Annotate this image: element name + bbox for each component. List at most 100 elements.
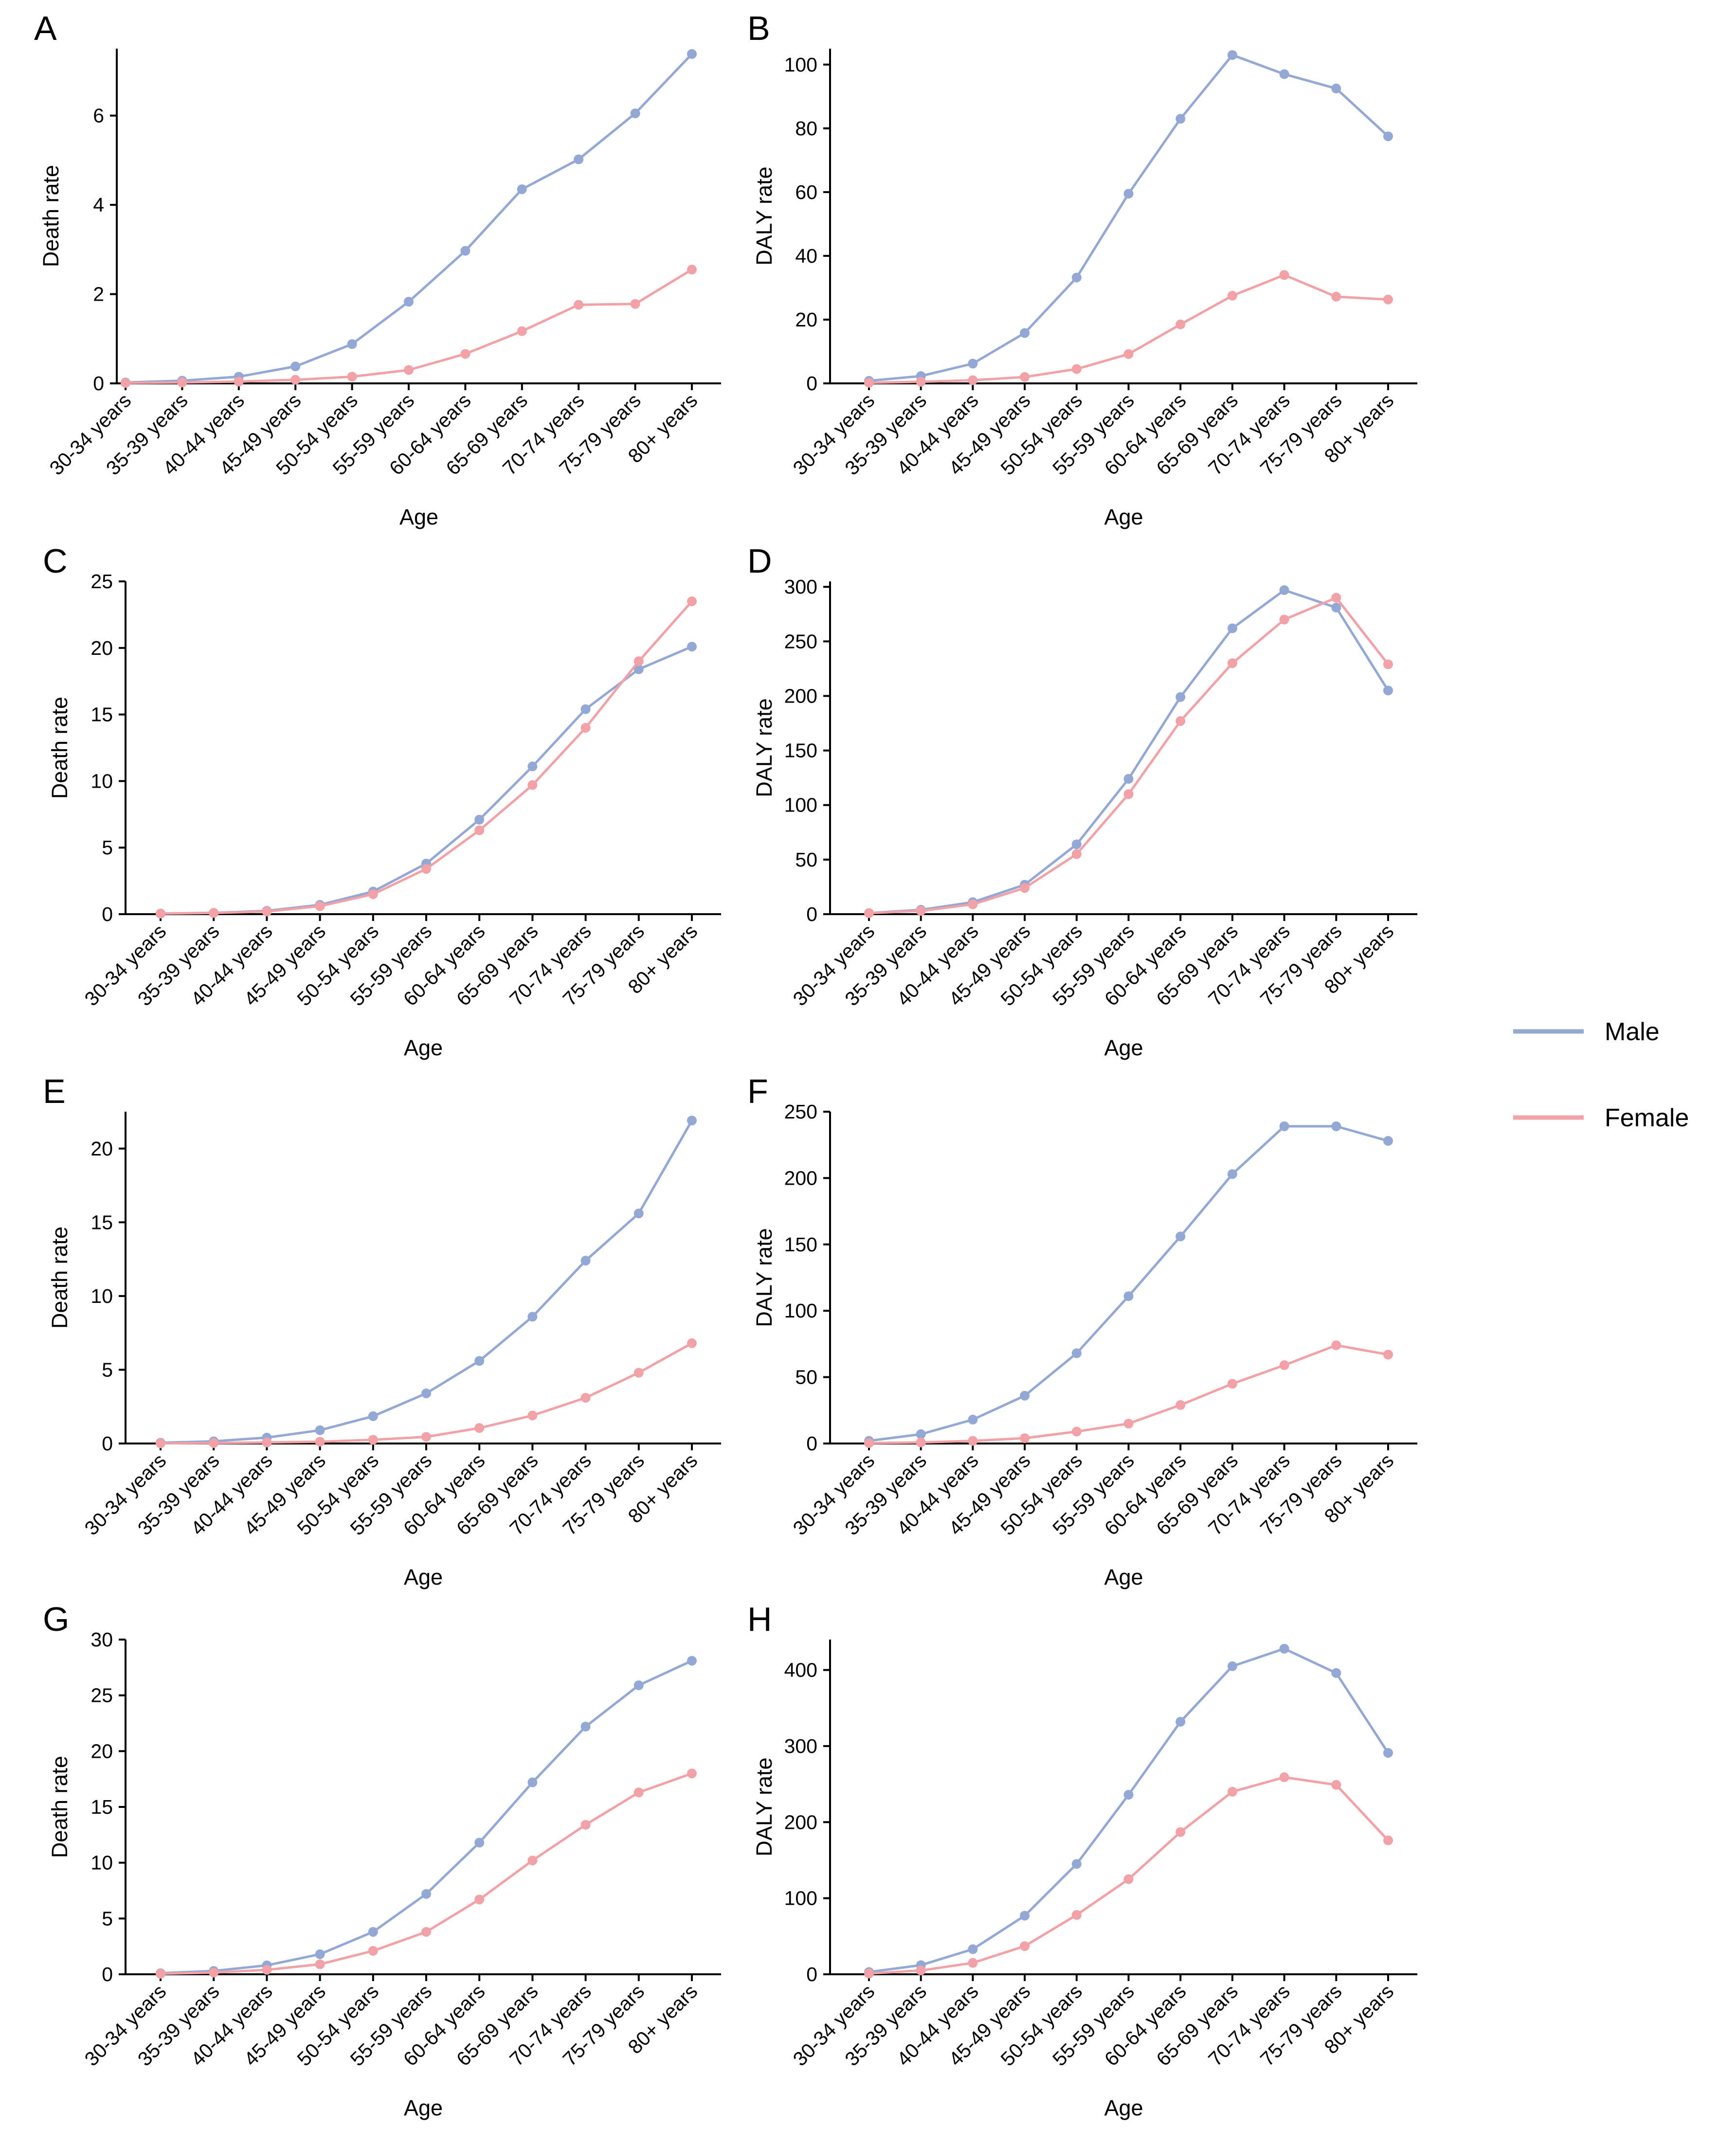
data-point-female: [1383, 1835, 1393, 1845]
y-tick-label: 5: [102, 1907, 113, 1930]
data-point-female: [527, 1410, 538, 1421]
data-point-female: [1383, 294, 1393, 305]
series-line-female: [868, 273, 1389, 384]
data-point-female: [347, 372, 357, 382]
y-tick-label: 0: [102, 1432, 113, 1455]
y-tick-label: 0: [806, 1432, 817, 1455]
data-point-female: [687, 1768, 697, 1779]
data-point-male: [968, 1944, 978, 1954]
series-line-male: [868, 589, 1390, 915]
y-tick-label: 15: [90, 704, 113, 726]
data-point-female: [368, 1435, 378, 1445]
data-point-female: [527, 780, 538, 790]
data-point-female: [1123, 789, 1134, 799]
data-point-male: [460, 246, 470, 256]
y-tick-label: 15: [90, 1211, 113, 1233]
data-point-female: [1227, 1786, 1237, 1797]
y-tick-label: 200: [784, 1811, 817, 1833]
data-point-female: [1175, 319, 1186, 329]
data-point-female: [315, 1437, 325, 1447]
data-point-female: [156, 908, 165, 919]
data-point-female: [121, 378, 130, 388]
data-point-female: [1123, 1419, 1134, 1429]
y-tick-label: 0: [806, 903, 817, 925]
y-tick-label: 4: [93, 194, 104, 216]
y-tick-label: 0: [102, 1963, 113, 1985]
y-tick-label: 100: [784, 1299, 817, 1322]
data-point-female: [527, 1856, 538, 1866]
data-point-female: [968, 375, 978, 385]
series-female: [156, 596, 697, 919]
data-point-male: [347, 339, 357, 349]
y-tick-label: 200: [784, 1167, 817, 1189]
data-point-male: [315, 1425, 325, 1435]
data-point-female: [1331, 291, 1341, 302]
series-female: [864, 1340, 1393, 1448]
y-tick-label: 80: [795, 117, 817, 140]
data-point-female: [1071, 364, 1082, 374]
data-point-male: [1123, 1291, 1134, 1301]
y-tick-label: 0: [806, 372, 817, 395]
data-point-male: [1383, 1136, 1393, 1146]
data-point-female: [1020, 1433, 1030, 1443]
data-point-female: [916, 1966, 926, 1976]
data-point-female: [916, 377, 926, 387]
y-tick-label: 10: [90, 770, 113, 792]
data-point-female: [687, 596, 697, 607]
data-point-male: [1279, 1643, 1289, 1654]
data-point-female: [1071, 1426, 1082, 1437]
data-point-male: [1383, 131, 1393, 142]
data-point-male: [1227, 623, 1237, 633]
data-point-female: [1383, 1350, 1393, 1360]
data-point-female: [1383, 659, 1393, 669]
y-tick-label: 5: [102, 1358, 113, 1381]
data-point-male: [315, 1949, 325, 1959]
panel-letter: D: [747, 542, 772, 580]
data-point-female: [404, 365, 414, 375]
series-female: [121, 265, 697, 388]
panel-letter: G: [43, 1600, 69, 1638]
data-point-male: [474, 1838, 485, 1848]
y-tick-label: 300: [784, 576, 817, 598]
y-tick-label: 100: [784, 54, 817, 76]
data-point-male: [633, 664, 644, 674]
y-tick-label: 20: [90, 1137, 113, 1160]
y-tick-label: 150: [784, 740, 817, 762]
data-point-female: [262, 1965, 272, 1975]
y-tick-label: 300: [784, 1735, 817, 1757]
data-point-female: [968, 1958, 978, 1968]
data-point-female: [1279, 614, 1289, 625]
data-point-male: [630, 108, 640, 119]
y-tick-label: 0: [806, 1963, 817, 1985]
data-point-male: [687, 642, 697, 652]
x-axis-title: Age: [404, 1565, 443, 1589]
data-point-male: [1227, 50, 1237, 60]
data-point-female: [1175, 1400, 1186, 1410]
data-point-male: [527, 1312, 538, 1322]
y-axis-title: DALY rate: [752, 1228, 777, 1327]
data-point-male: [1175, 1231, 1186, 1242]
data-point-female: [1331, 1340, 1341, 1351]
series-line-male: [868, 1647, 1390, 1973]
data-point-female: [1020, 372, 1030, 382]
data-point-female: [460, 349, 470, 359]
y-tick-label: 50: [795, 1366, 817, 1389]
data-point-female: [633, 1368, 644, 1378]
data-point-male: [421, 1889, 431, 1899]
data-point-female: [1227, 658, 1237, 668]
series-female: [864, 270, 1393, 388]
data-point-male: [1331, 83, 1341, 93]
y-axis-title: Death rate: [47, 697, 72, 799]
data-point-male: [687, 1116, 697, 1126]
data-point-male: [1071, 272, 1082, 283]
data-point-female: [421, 1927, 431, 1937]
y-axis-title: DALY rate: [752, 166, 777, 265]
data-point-female: [580, 1820, 591, 1830]
panel-letter: H: [747, 1600, 772, 1638]
x-axis-title: Age: [404, 2095, 443, 2120]
data-point-female: [156, 1968, 165, 1979]
